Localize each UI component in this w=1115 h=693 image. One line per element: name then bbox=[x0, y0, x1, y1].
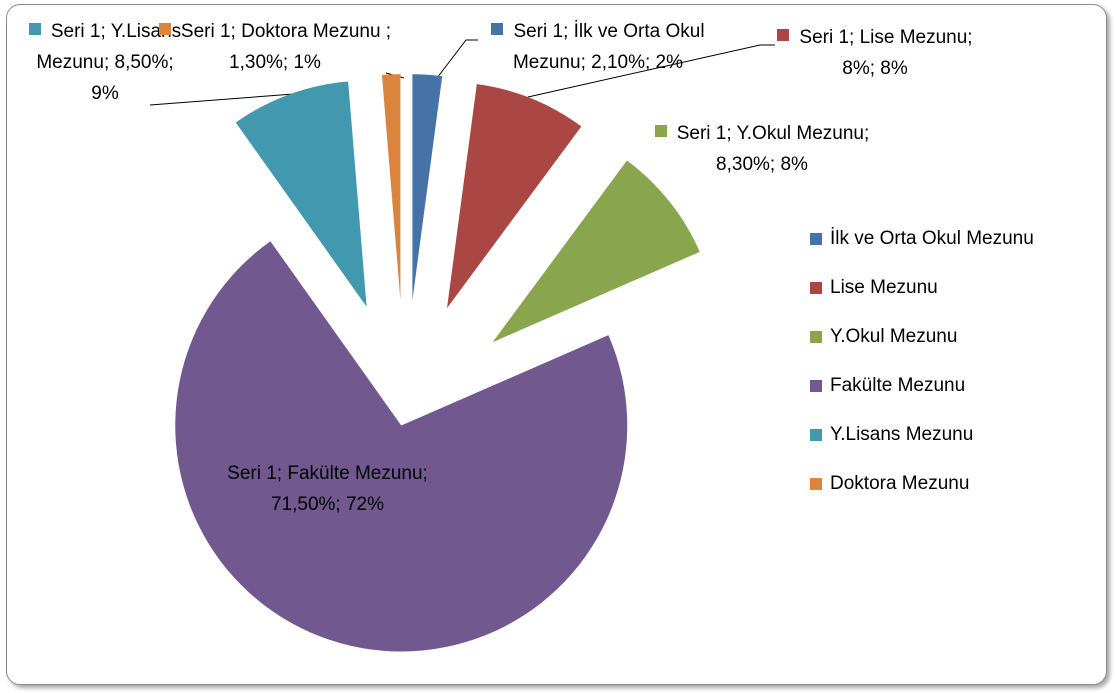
legend-item: Y.Okul Mezunu bbox=[810, 312, 1034, 361]
pie-slice bbox=[447, 84, 582, 309]
label-key bbox=[777, 29, 790, 41]
data-label: Seri 1; İlk ve Orta Okul Mezunu; 2,10%; … bbox=[488, 16, 708, 78]
data-label-text: Seri 1; Y.Okul Mezunu; 8,30%; 8% bbox=[676, 123, 870, 175]
data-label-text: Seri 1; Fakülte Mezunu; 71,50%; 72% bbox=[227, 463, 428, 515]
pie-slice bbox=[381, 74, 401, 301]
data-label-text: Seri 1; Doktora Mezunu ; 1,30%; 1% bbox=[180, 21, 392, 73]
data-label: Seri 1; Y.Okul Mezunu; 8,30%; 8% bbox=[652, 118, 872, 180]
label-key bbox=[158, 23, 171, 35]
legend-label: Fakülte Mezunu bbox=[830, 374, 966, 396]
data-label: Seri 1; Doktora Mezunu ; 1,30%; 1% bbox=[150, 16, 400, 78]
data-label: Seri 1; Y.Lisans Mezunu; 8,50%; 9% bbox=[25, 16, 185, 109]
legend-key bbox=[810, 281, 822, 294]
legend-label: Doktora Mezunu bbox=[830, 472, 970, 494]
data-label: Seri 1; Lise Mezunu; 8%; 8% bbox=[760, 22, 990, 84]
legend-item: Lise Mezunu bbox=[810, 263, 1034, 312]
legend-key bbox=[810, 379, 822, 392]
legend: İlk ve Orta Okul Mezunu Lise Mezunu Y.Okul… bbox=[810, 214, 1034, 508]
pie-slice bbox=[175, 241, 628, 652]
leader-line bbox=[436, 39, 478, 79]
legend-key bbox=[810, 232, 822, 245]
label-key bbox=[654, 125, 667, 137]
legend-label: Y.Lisans Mezunu bbox=[830, 423, 974, 445]
pie-slice bbox=[412, 74, 443, 301]
legend-key bbox=[810, 428, 822, 441]
legend-item: İlk ve Orta Okul Mezunu bbox=[810, 214, 1034, 263]
data-label-text: Seri 1; Y.Lisans Mezunu; 8,50%; 9% bbox=[36, 21, 182, 104]
legend-label: İlk ve Orta Okul Mezunu bbox=[830, 227, 1034, 249]
data-label-text: Seri 1; Lise Mezunu; 8%; 8% bbox=[799, 27, 973, 79]
pie-slice bbox=[235, 81, 367, 307]
label-key bbox=[491, 23, 504, 35]
data-label-text: Seri 1; İlk ve Orta Okul Mezunu; 2,10%; … bbox=[512, 21, 705, 73]
legend-key bbox=[810, 330, 822, 343]
data-label: Seri 1; Fakülte Mezunu; 71,50%; 72% bbox=[225, 458, 430, 520]
pie-slice bbox=[492, 160, 700, 343]
legend-item: Fakülte Mezunu bbox=[810, 361, 1034, 410]
leader-line bbox=[527, 44, 775, 98]
legend-key bbox=[810, 477, 822, 490]
legend-label: Lise Mezunu bbox=[830, 276, 938, 298]
legend-item: Y.Lisans Mezunu bbox=[810, 410, 1034, 459]
label-key bbox=[28, 23, 41, 35]
legend-item: Doktora Mezunu bbox=[810, 459, 1034, 508]
legend-label: Y.Okul Mezunu bbox=[830, 325, 958, 347]
